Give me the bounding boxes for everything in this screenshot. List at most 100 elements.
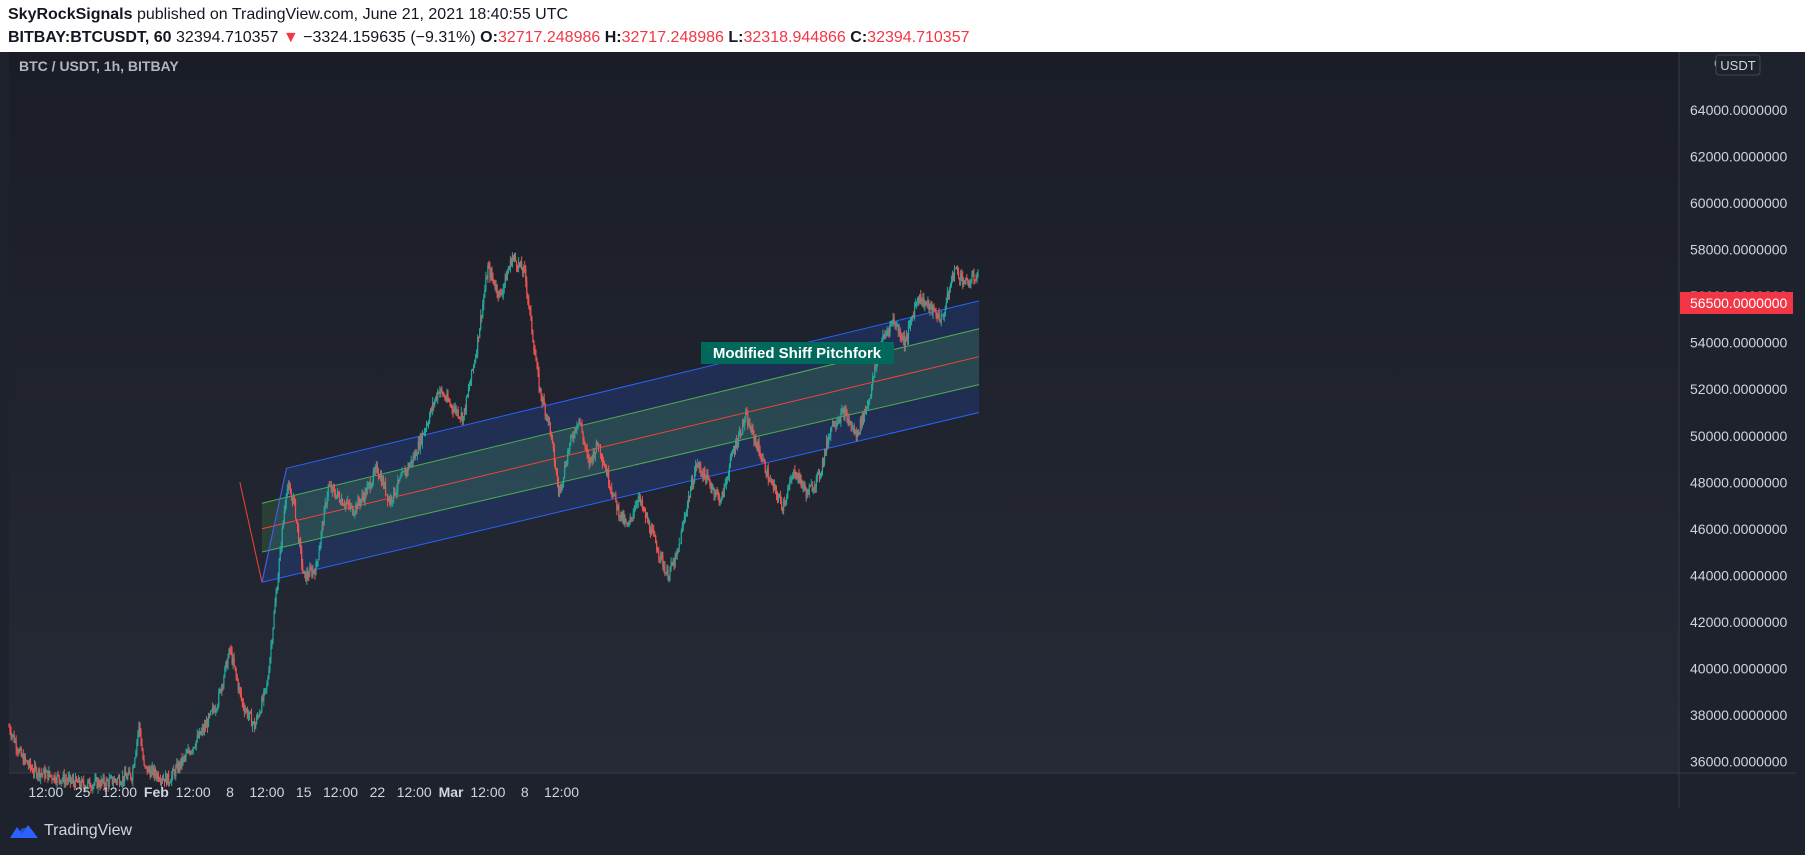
price-chart[interactable]: 64000.0000000 62000.0000000 60000.0000000 5… [0,52,1805,808]
candle-body [971,276,973,282]
candle-body [309,568,311,577]
candle-body [279,548,281,561]
candle-body [42,773,44,775]
candle-body [795,475,797,478]
candle-body [975,280,977,282]
candle-body [39,769,41,779]
price-tick-label: 64000.0000000 [1690,102,1788,118]
candle-body [313,570,315,572]
candle-body [285,494,287,504]
candle-body [634,505,636,512]
candle-body [87,781,89,787]
candle-body [492,277,494,280]
candle-body [145,766,147,768]
candle-body [194,746,196,748]
time-tick-label: 15 [296,784,312,800]
candle-body [214,709,216,713]
candle-body [460,412,462,418]
candle-body [82,779,84,781]
candle-body [815,476,817,488]
candle-body [370,486,372,489]
candle-body [906,334,909,339]
candle-body [682,523,684,527]
author-name[interactable]: SkyRockSignals [8,6,133,23]
candle-body [797,474,799,479]
candle-body [401,472,403,477]
tradingview-logo[interactable]: TradingView [8,822,132,840]
candle-body [754,438,756,441]
candle-body [381,478,384,485]
candle-body [926,303,928,305]
candle-body [403,470,405,472]
candle-body [799,474,801,483]
candle-body [165,774,168,785]
candle-body [805,489,807,498]
candle-body [257,716,259,718]
candle-body [531,316,533,333]
candle-body [462,416,464,422]
candle-body [246,709,249,717]
candle-body [839,419,841,422]
candle-body [645,515,648,518]
candle-body [708,478,710,480]
candle-body [907,325,910,339]
tradingview-cloud-icon [10,825,38,838]
close-label: C: [850,29,868,46]
candle-body [436,396,438,400]
candle-body [576,426,578,431]
candle-body [857,430,859,434]
candle-body [611,488,613,494]
candle-body [802,485,804,488]
candle-body [506,272,508,281]
candle-body [389,497,391,504]
publish-info: published on TradingView.com, June 21, 2… [132,6,569,23]
candle-body [680,531,682,544]
candle-body [918,297,920,303]
candle-body [730,454,733,457]
candle-body [448,400,450,402]
candle-body [572,436,574,438]
candle-body [321,524,323,533]
candle-body [271,641,273,646]
candle-body [934,310,936,312]
candle-body [819,475,822,479]
price-tick-label: 50000.0000000 [1690,428,1788,444]
candle-body [316,561,318,564]
candle-body [787,490,789,498]
high-value: 32717.248986 [621,29,724,46]
candle-body [487,265,489,280]
candle-body [497,293,499,297]
candle-body [961,273,963,277]
candle-body [822,460,825,464]
candle-body [120,783,123,785]
candle-body [221,685,223,693]
pitchfork-annotation[interactable]: Modified Shiff Pitchfork [701,342,894,364]
low-value: 32318.944866 [743,29,846,46]
candle-body [939,320,941,323]
candle-body [135,751,137,759]
candle-body [152,766,154,776]
candle-body [770,480,772,482]
currency-badge[interactable] [1715,54,1761,76]
candle-body [696,464,698,466]
candle-body [759,450,761,458]
candle-body [960,273,962,281]
pitchfork-drawing[interactable] [239,300,980,583]
candle-body [545,414,547,416]
candle-body [341,499,344,506]
candle-body [656,543,658,551]
candle-body [720,497,722,502]
candle-body [191,750,193,752]
candle-body [98,780,100,786]
candle-body [164,774,167,783]
candle-body [212,707,214,711]
candle-body [954,268,957,270]
candle-body [845,410,847,413]
candle-body [319,543,321,551]
candle-body [593,450,595,458]
candle-body [608,470,610,485]
candle-body [315,563,317,575]
candle-body [96,778,98,789]
candle-body [554,462,557,470]
candle-body [916,302,918,304]
